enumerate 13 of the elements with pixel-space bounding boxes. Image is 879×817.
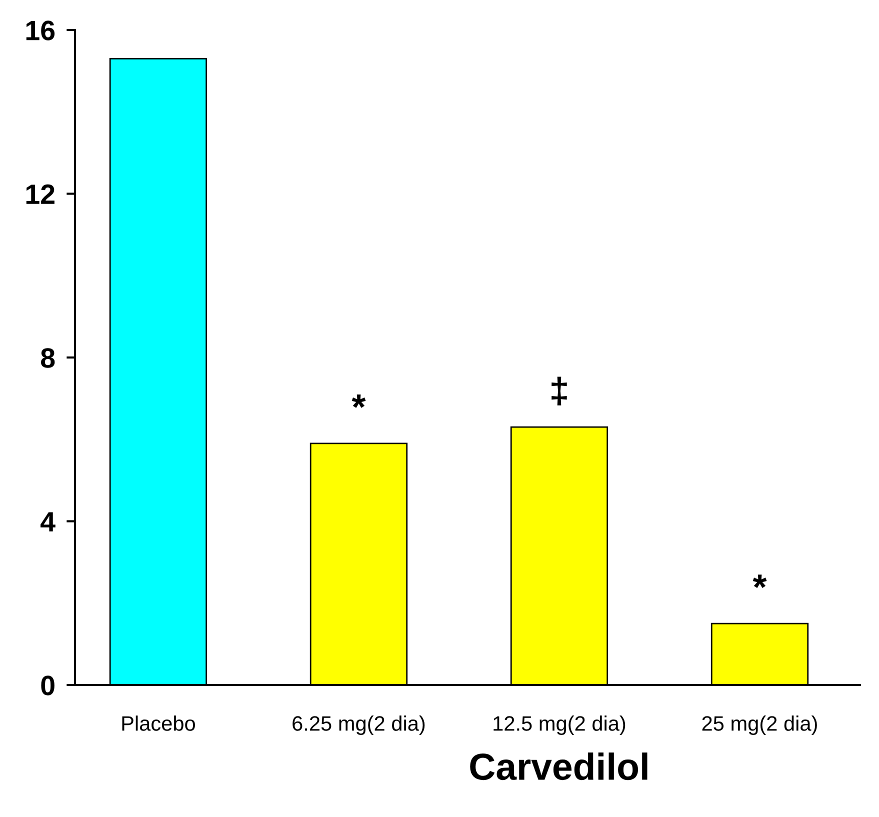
x-tick-label: Placebo [122, 716, 195, 731]
x-tick-label: 12.5 mg(2 dia) [494, 716, 626, 735]
annotation: * [352, 394, 366, 408]
x-tick-label: 25 mg(2 dia) [702, 716, 817, 735]
x-axis-title: Carvedilol [470, 752, 648, 780]
annotation: ‡ [552, 376, 567, 406]
y-tick-label: 0 [41, 676, 54, 696]
y-tick-label: 12 [26, 184, 54, 204]
y-tick-label: 8 [40, 348, 55, 368]
y-tick-label: 16 [26, 20, 55, 40]
annotation: * [752, 574, 767, 588]
x-tick-label: 6.25 mg(2 dia) [292, 716, 425, 735]
y-tick-label: 4 [40, 512, 56, 532]
